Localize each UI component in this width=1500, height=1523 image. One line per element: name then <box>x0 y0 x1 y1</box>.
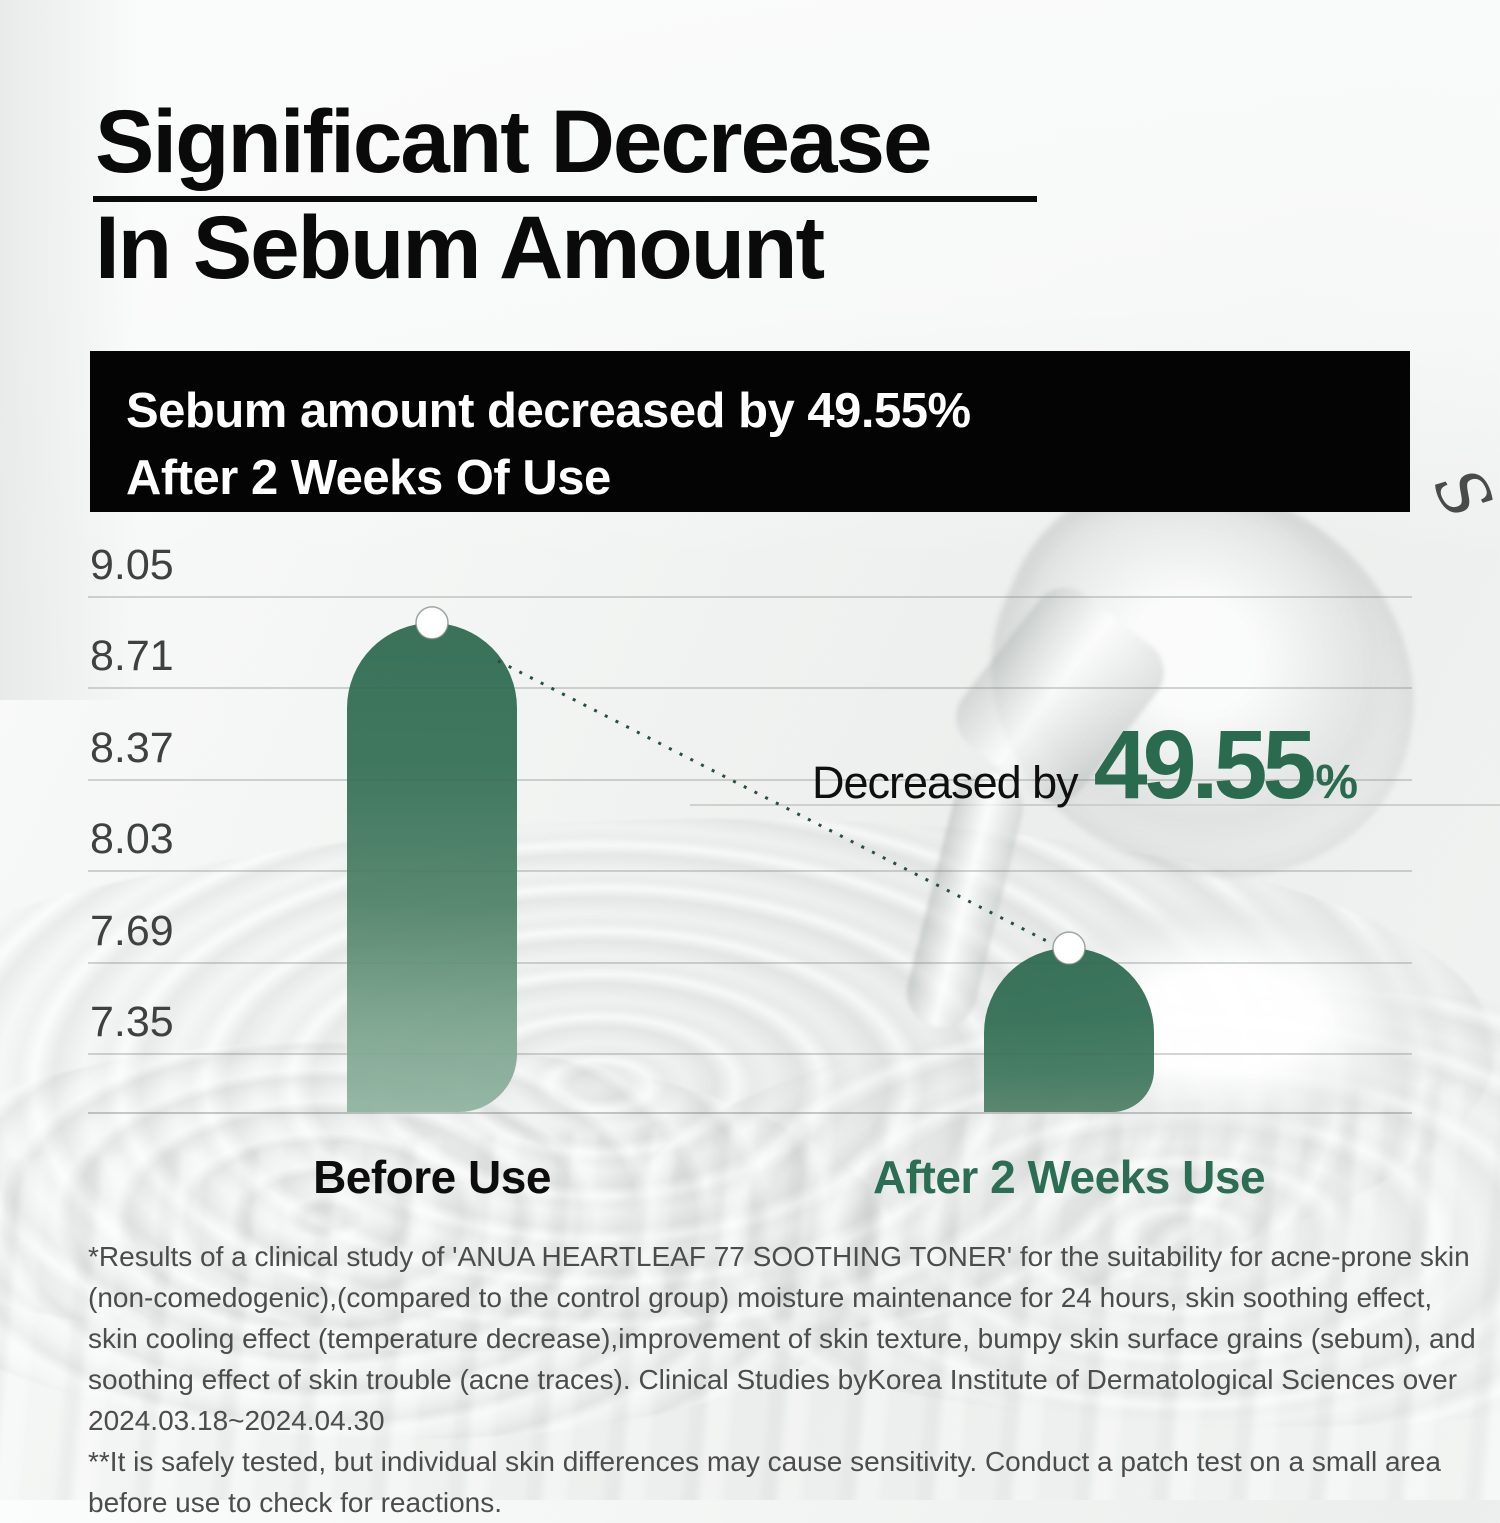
decrease-annotation-value: 49.55 <box>1093 710 1317 819</box>
footnote-line: **It is safely tested, but individual sk… <box>88 1446 1441 1477</box>
category-label-before-use: Before Use <box>313 1151 551 1203</box>
decrease-annotation-prefix: Decreased by <box>812 757 1079 808</box>
bar-top-marker <box>415 606 449 640</box>
baseline-gridline <box>88 1112 1412 1114</box>
y-axis-tick-label: 8.37 <box>90 723 174 772</box>
percent-sign: % <box>1315 756 1359 809</box>
page-title: Significant Decrease In Sebum Amount <box>95 88 933 300</box>
title-underline <box>93 196 1037 202</box>
y-axis-tick-label: 8.03 <box>90 815 174 864</box>
left-shade <box>0 0 140 700</box>
y-axis-tick-label: 8.71 <box>90 632 174 681</box>
bar-before-use <box>347 622 517 1112</box>
gridline <box>88 687 1412 690</box>
bar-after-2-weeks <box>984 948 1154 1112</box>
footnote-line: before use to check for reactions. <box>88 1487 502 1518</box>
footnote-line: soothing effect of skin trouble (acne tr… <box>88 1364 1458 1395</box>
page-title-line2: In Sebum Amount <box>95 197 825 297</box>
category-label-after-2-weeks: After 2 Weeks Use <box>872 1151 1266 1203</box>
banner-line2: After 2 Weeks Of Use <box>126 451 611 505</box>
result-banner: Sebum amount decreased by 49.55% After 2… <box>90 351 1410 512</box>
y-axis-tick-label: 9.05 <box>90 541 174 589</box>
footnote-line: 2024.03.18~2024.04.30 <box>88 1405 385 1436</box>
sebum-bar-chart: 9.05 8.71 8.37 8.03 7.69 7.35 Before Use After … <box>88 541 1412 1220</box>
footnote-line: skin cooling effect (temperature decreas… <box>88 1323 1476 1354</box>
y-axis-tick-label: 7.69 <box>90 906 174 955</box>
clinical-study-footnote: *Results of a clinical study of 'ANUA HE… <box>88 1236 1476 1523</box>
gridline <box>88 1053 1412 1055</box>
bar-top-marker <box>1052 931 1086 965</box>
banner-line1: Sebum amount decreased by 49.55% <box>126 384 971 438</box>
y-axis-tick-label: 7.35 <box>90 998 174 1046</box>
footnote-line: (non-comedogenic),(compared to the contr… <box>88 1282 1433 1313</box>
gridline <box>88 961 1412 964</box>
chart-overlay <box>415 606 1086 965</box>
decrease-annotation: Decreased by 49.55 % <box>812 716 1358 813</box>
page-title-line1: Significant Decrease <box>95 91 933 191</box>
gridline <box>88 596 1412 598</box>
gridline <box>88 778 1412 781</box>
gridline <box>88 870 1412 873</box>
footnote-line: *Results of a clinical study of 'ANUA HE… <box>88 1241 1470 1272</box>
